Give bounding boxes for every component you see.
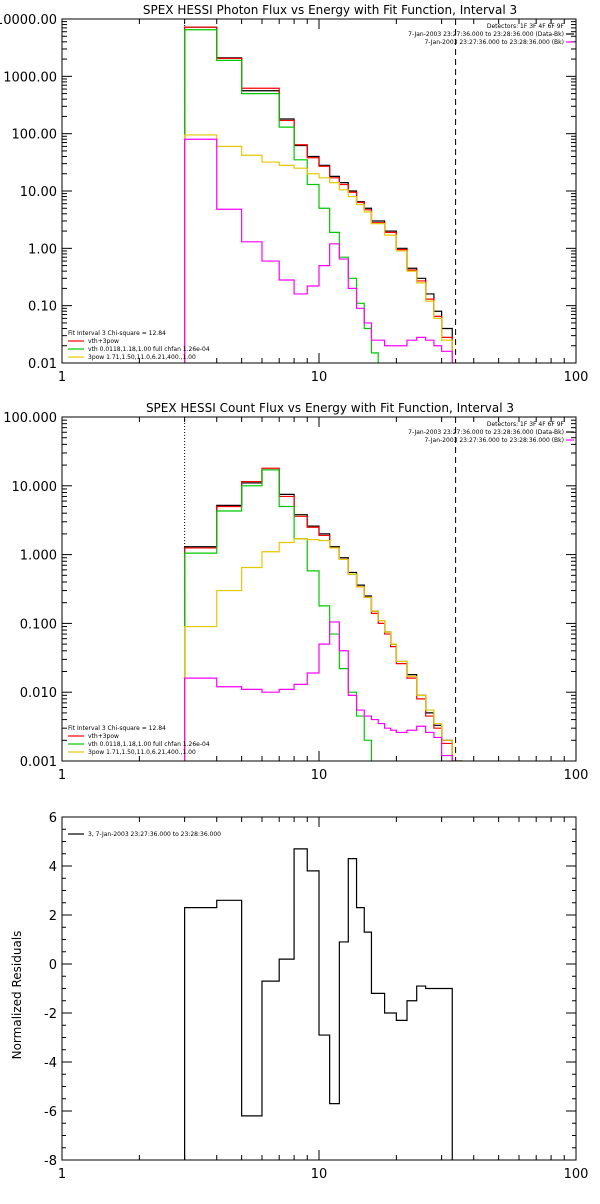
y-tick-label: 100.000	[3, 411, 57, 426]
residuals-legend-label: 3, 7-Jan-2003 23:27:36.000 to 23:28:36.0…	[88, 831, 221, 838]
y-tick-label: 1.00	[28, 242, 57, 257]
legend-vth: vth 0.0118,1.18,1.00 full chfan 1.26e-04	[88, 741, 210, 748]
legend-vth: vth 0.0118,1.18,1.00 full chfan 1.26e-04	[88, 346, 210, 353]
legend-3pow: 3pow 1.71,1.50,11.0,6.21,400.,1.00	[88, 749, 196, 756]
y-tick-label: 4	[49, 860, 57, 875]
series-0-histogram	[184, 848, 453, 1160]
series-4-histogram	[184, 138, 453, 363]
legend-bottom: Fit Interval 3 Chi-square = 12.84 vth+3p…	[68, 725, 210, 756]
legend-bk: 7-Jan-2003 23:27:36.000 to 23:28:36.000 …	[424, 39, 564, 46]
y-tick-label: 0.001	[20, 755, 57, 770]
y-tick-label: -2	[44, 1007, 57, 1022]
x-tick-label: 10	[311, 370, 328, 385]
x-tick-label: 100	[564, 1167, 589, 1182]
chart-title: SPEX HESSI Photon Flux vs Energy with Fi…	[143, 3, 517, 17]
y-tick-label: 2	[49, 909, 57, 924]
series-4-histogram	[184, 621, 453, 761]
series-1-histogram	[184, 467, 453, 761]
legend-fit-interval: Fit Interval 3 Chi-square = 12.84	[68, 330, 166, 337]
x-tick-label: 100	[564, 370, 589, 385]
x-tick-label: 1	[58, 370, 66, 385]
legend-3pow: 3pow 1.71,1.50,11.0,6.21,400.,1.00	[88, 354, 196, 361]
count-flux-panel: SPEX HESSI Count Flux vs Energy with Fit…	[3, 401, 588, 783]
legend-detectors: Detectors: 1F 3F 4F 6F 9F	[487, 23, 565, 30]
series-0-histogram	[184, 26, 453, 363]
legend-vth-3pow: vth+3pow	[88, 338, 119, 345]
legend-vth-3pow: vth+3pow	[88, 733, 119, 740]
series-3-histogram	[184, 134, 453, 363]
legend-top: Detectors: 1F 3F 4F 6F 9F 7-Jan-2003 23:…	[408, 421, 574, 444]
y-tick-label: 10000.00	[0, 13, 57, 28]
legend-fit-interval: Fit Interval 3 Chi-square = 12.84	[68, 725, 166, 732]
y-tick-label: 1000.00	[3, 70, 57, 85]
y-tick-label: 0.10	[28, 300, 57, 315]
legend-bk: 7-Jan-2003 23:27:36.000 to 23:28:36.000 …	[424, 437, 564, 444]
x-tick-label: 100	[564, 768, 589, 783]
series-2-histogram	[184, 29, 379, 363]
legend-top: Detectors: 1F 3F 4F 6F 9F 7-Jan-2003 23:…	[408, 23, 574, 46]
y-tick-label: -4	[44, 1056, 57, 1071]
y-axis-label: Normalized Residuals	[10, 931, 24, 1060]
y-tick-label: 10.00	[20, 185, 57, 200]
photon-flux-panel: SPEX HESSI Photon Flux vs Energy with Fi…	[0, 3, 588, 385]
x-tick-label: 1	[58, 768, 66, 783]
y-tick-label: 0.010	[20, 686, 57, 701]
plot-area: 1 10 100 0.001 0.010 0.100 1.000 10.000 100.000	[3, 411, 588, 783]
y-tick-label: -8	[44, 1154, 57, 1169]
y-tick-label: -6	[44, 1105, 57, 1120]
legend-data-bk: 7-Jan-2003 23:27:36.000 to 23:28:36.000 …	[408, 429, 564, 436]
y-tick-label: 0.100	[20, 617, 57, 632]
plot-area: 1 10 100 0.01 0.10 1.00 10.00 100.00 1000.00 1000…	[0, 13, 588, 385]
plot-frame	[61, 18, 577, 364]
x-tick-label: 1	[58, 1167, 66, 1182]
y-tick-label: 100.00	[12, 128, 58, 143]
legend-bottom: Fit Interval 3 Chi-square = 12.84 vth+3p…	[68, 330, 210, 361]
y-tick-label: 1.000	[20, 549, 57, 564]
y-tick-label: 0.01	[28, 357, 57, 372]
plot-area: 1 10 100 -8 -6 -4 -2 0 2 4 6	[44, 811, 588, 1182]
series-0-histogram	[184, 469, 463, 761]
x-tick-label: 10	[311, 768, 328, 783]
plot-frame	[61, 416, 577, 762]
plot-frame	[61, 816, 577, 1161]
y-tick-label: 0	[49, 958, 57, 973]
legend-detectors: Detectors: 1F 3F 4F 6F 9F	[487, 421, 565, 428]
x-tick-label: 10	[311, 1167, 328, 1182]
chart-title: SPEX HESSI Count Flux vs Energy with Fit…	[146, 401, 514, 415]
y-tick-label: 10.000	[12, 480, 58, 495]
legend-data-bk: 7-Jan-2003 23:27:36.000 to 23:28:36.000 …	[408, 31, 564, 38]
series-1-histogram	[184, 26, 453, 363]
residuals-legend: 3, 7-Jan-2003 23:27:36.000 to 23:28:36.0…	[88, 831, 221, 838]
series-2-histogram	[184, 469, 373, 761]
y-tick-label: 6	[49, 811, 57, 826]
series-3-histogram	[184, 538, 463, 761]
